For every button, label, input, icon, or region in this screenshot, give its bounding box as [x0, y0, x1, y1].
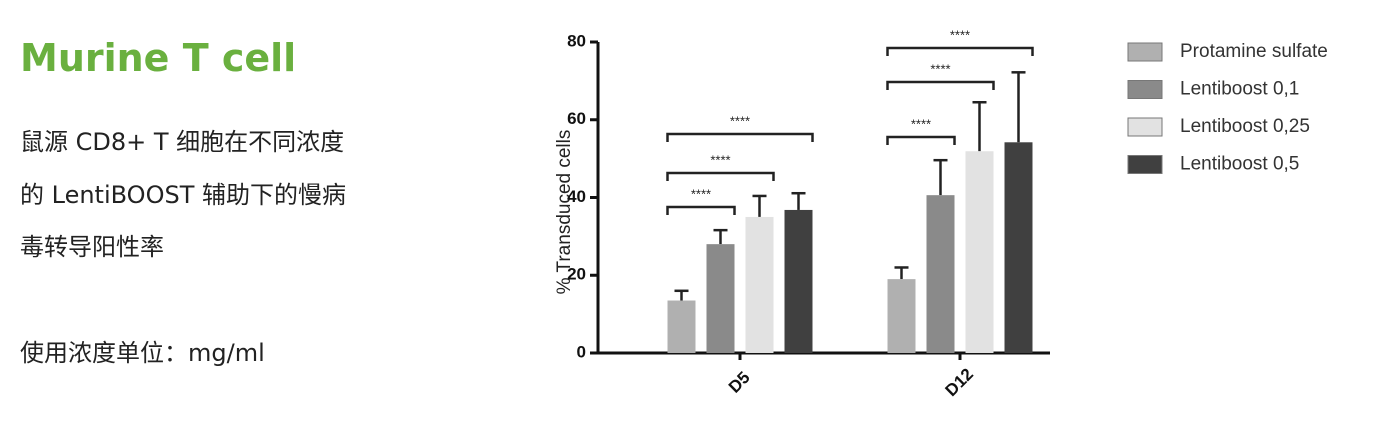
y-tick-label: 0 [577, 342, 586, 361]
description-line: 毒转导阳性率 [20, 233, 164, 261]
title: Murine T cell [20, 36, 297, 80]
bar [706, 244, 735, 353]
significance-label: **** [730, 113, 750, 128]
x-tick-label: D12 [942, 365, 977, 400]
significance-bracket [666, 205, 736, 215]
bar [784, 209, 813, 353]
x-tick-label: D5 [725, 368, 754, 397]
significance-bracket [886, 46, 1034, 56]
significance-bracket [886, 135, 956, 145]
significance-label: **** [691, 186, 711, 201]
legend-label: Protamine sulfate [1180, 41, 1328, 62]
legend-label: Lentiboost 0,5 [1180, 154, 1299, 175]
bar [745, 216, 774, 353]
significance-bracket [666, 132, 814, 142]
significance-label: **** [950, 27, 970, 42]
bar [887, 279, 916, 353]
y-axis-label: % Transduced cells [554, 130, 575, 295]
y-tick-label: 20 [567, 265, 586, 284]
significance-bracket [886, 80, 995, 90]
description-line: 的 LentiBOOST 辅助下的慢病 [20, 181, 346, 209]
legend-swatch [1127, 42, 1163, 62]
bar [965, 151, 994, 353]
significance-label: **** [710, 152, 730, 167]
note: 使用浓度单位：mg/ml [20, 339, 265, 367]
bar [667, 300, 696, 353]
legend-swatch [1127, 155, 1163, 174]
significance-label: **** [930, 61, 950, 76]
legend-swatch [1127, 117, 1163, 137]
legend-label: Lentiboost 0,25 [1180, 116, 1310, 137]
y-tick-label: 80 [567, 31, 586, 50]
legend-swatch [1127, 80, 1163, 99]
description-line: 鼠源 CD8+ T 细胞在不同浓度 [20, 128, 345, 156]
legend-label: Lentiboost 0,1 [1180, 79, 1299, 100]
bar [926, 195, 955, 353]
y-tick-label: 60 [567, 109, 586, 128]
significance-bracket [666, 171, 775, 181]
significance-label: **** [911, 116, 931, 131]
y-tick-label: 40 [567, 187, 586, 206]
bar [1004, 142, 1033, 353]
